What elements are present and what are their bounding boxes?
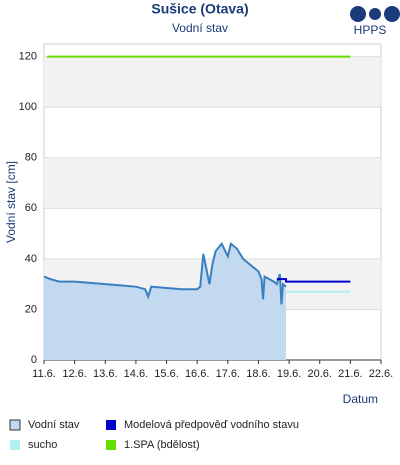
y-tick-label: 60 [25,202,37,214]
y-axis-label: Vodní stav [cm] [4,161,18,243]
x-tick-label: 22.6. [369,368,393,380]
y-tick-label: 80 [25,152,37,164]
x-tick-label: 13.6. [93,368,117,380]
line [276,278,351,283]
y-tick-label: 0 [31,354,37,366]
logo [350,6,400,22]
x-tick-label: 21.6. [338,368,362,380]
y-tick-label: 40 [25,253,37,265]
x-tick-label: 14.6. [124,368,148,380]
logo-text: HPPS [354,23,387,37]
legend-swatch [106,440,116,450]
chart-title: Sušice (Otava) [151,1,248,17]
x-tick-label: 12.6. [62,368,86,380]
y-tick-label: 120 [19,51,37,63]
legend-swatch [10,440,20,450]
x-tick-label: 17.6. [216,368,240,380]
y-tick-label: 100 [19,101,37,113]
area [44,243,287,360]
legend-label: 1.SPA (bdělost) [124,439,200,451]
legend-swatch [106,420,116,430]
x-tick-label: 18.6. [246,368,270,380]
legend-label: sucho [28,439,57,451]
grid-band [44,157,381,209]
x-tick-label: 19.6. [277,368,301,380]
chart-subtitle: Vodní stav [172,21,228,35]
grid-band [44,56,381,108]
x-tick-label: 11.6. [32,368,56,380]
legend-label: Vodní stav [28,419,80,431]
x-tick-label: 20.6. [307,368,331,380]
legend-swatch [9,419,21,431]
y-tick-label: 20 [25,303,37,315]
x-tick-label: 16.6. [185,368,209,380]
x-tick-label: 15.6. [154,368,178,380]
line [43,241,287,305]
x-axis-label: Datum [343,392,378,406]
legend-label: Modelová předpověď vodního stavu [124,419,299,431]
